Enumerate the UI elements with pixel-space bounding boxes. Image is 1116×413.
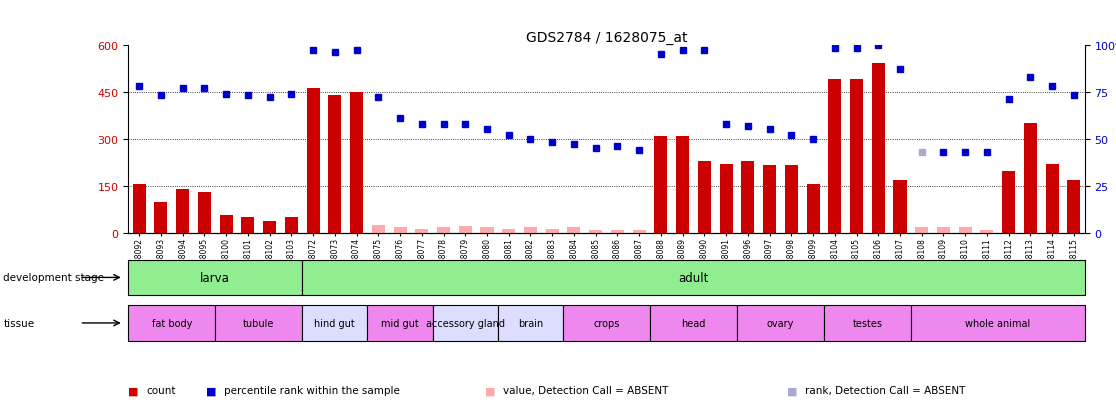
Bar <box>372 225 385 233</box>
Text: ■: ■ <box>485 385 496 395</box>
Bar <box>872 64 885 233</box>
Bar <box>481 228 493 233</box>
Bar <box>394 228 406 233</box>
Bar <box>567 228 580 233</box>
Text: adult: adult <box>679 271 709 284</box>
Text: larva: larva <box>201 271 230 284</box>
Text: mid gut: mid gut <box>382 318 418 328</box>
Bar <box>307 89 319 233</box>
Bar <box>523 228 537 233</box>
Bar <box>1046 165 1059 233</box>
Bar <box>785 166 798 233</box>
Bar <box>741 161 754 233</box>
Bar <box>263 221 276 233</box>
Bar <box>610 231 624 233</box>
Text: rank, Detection Call = ABSENT: rank, Detection Call = ABSENT <box>805 385 965 395</box>
Bar <box>720 164 732 233</box>
Bar <box>894 181 906 233</box>
Bar <box>676 136 690 233</box>
Text: ovary: ovary <box>767 318 795 328</box>
Bar <box>350 93 363 233</box>
Text: tubule: tubule <box>243 318 275 328</box>
Bar <box>828 80 841 233</box>
Bar <box>415 230 429 233</box>
Bar <box>937 228 950 233</box>
Text: head: head <box>681 318 705 328</box>
Bar <box>328 95 341 233</box>
Text: whole animal: whole animal <box>965 318 1030 328</box>
Text: brain: brain <box>518 318 543 328</box>
Bar <box>133 185 146 233</box>
Bar <box>241 217 254 233</box>
Text: testes: testes <box>853 318 883 328</box>
Text: ■: ■ <box>787 385 797 395</box>
Text: ■: ■ <box>128 385 138 395</box>
Text: crops: crops <box>594 318 619 328</box>
Bar <box>154 202 167 233</box>
Bar <box>981 231 993 233</box>
Bar <box>850 80 863 233</box>
Bar <box>1023 124 1037 233</box>
Bar <box>589 230 603 233</box>
Text: development stage: development stage <box>3 273 105 283</box>
Bar <box>220 215 232 233</box>
Bar <box>1067 181 1080 233</box>
Bar <box>459 226 472 233</box>
Bar <box>807 185 819 233</box>
Text: tissue: tissue <box>3 318 35 328</box>
Title: GDS2784 / 1628075_at: GDS2784 / 1628075_at <box>526 31 687 45</box>
Bar <box>654 136 667 233</box>
Text: ■: ■ <box>206 385 217 395</box>
Bar <box>502 230 516 233</box>
Bar <box>698 161 711 233</box>
Bar <box>915 228 929 233</box>
Text: hind gut: hind gut <box>315 318 355 328</box>
Bar <box>959 228 972 233</box>
Bar <box>546 230 559 233</box>
Text: percentile rank within the sample: percentile rank within the sample <box>224 385 401 395</box>
Text: fat body: fat body <box>152 318 192 328</box>
Bar <box>633 231 646 233</box>
Bar <box>1002 171 1016 233</box>
Text: accessory gland: accessory gland <box>426 318 504 328</box>
Bar <box>176 190 190 233</box>
Bar <box>285 217 298 233</box>
Bar <box>198 192 211 233</box>
Bar <box>763 166 776 233</box>
Text: value, Detection Call = ABSENT: value, Detection Call = ABSENT <box>503 385 668 395</box>
Bar <box>437 228 450 233</box>
Text: count: count <box>146 385 175 395</box>
